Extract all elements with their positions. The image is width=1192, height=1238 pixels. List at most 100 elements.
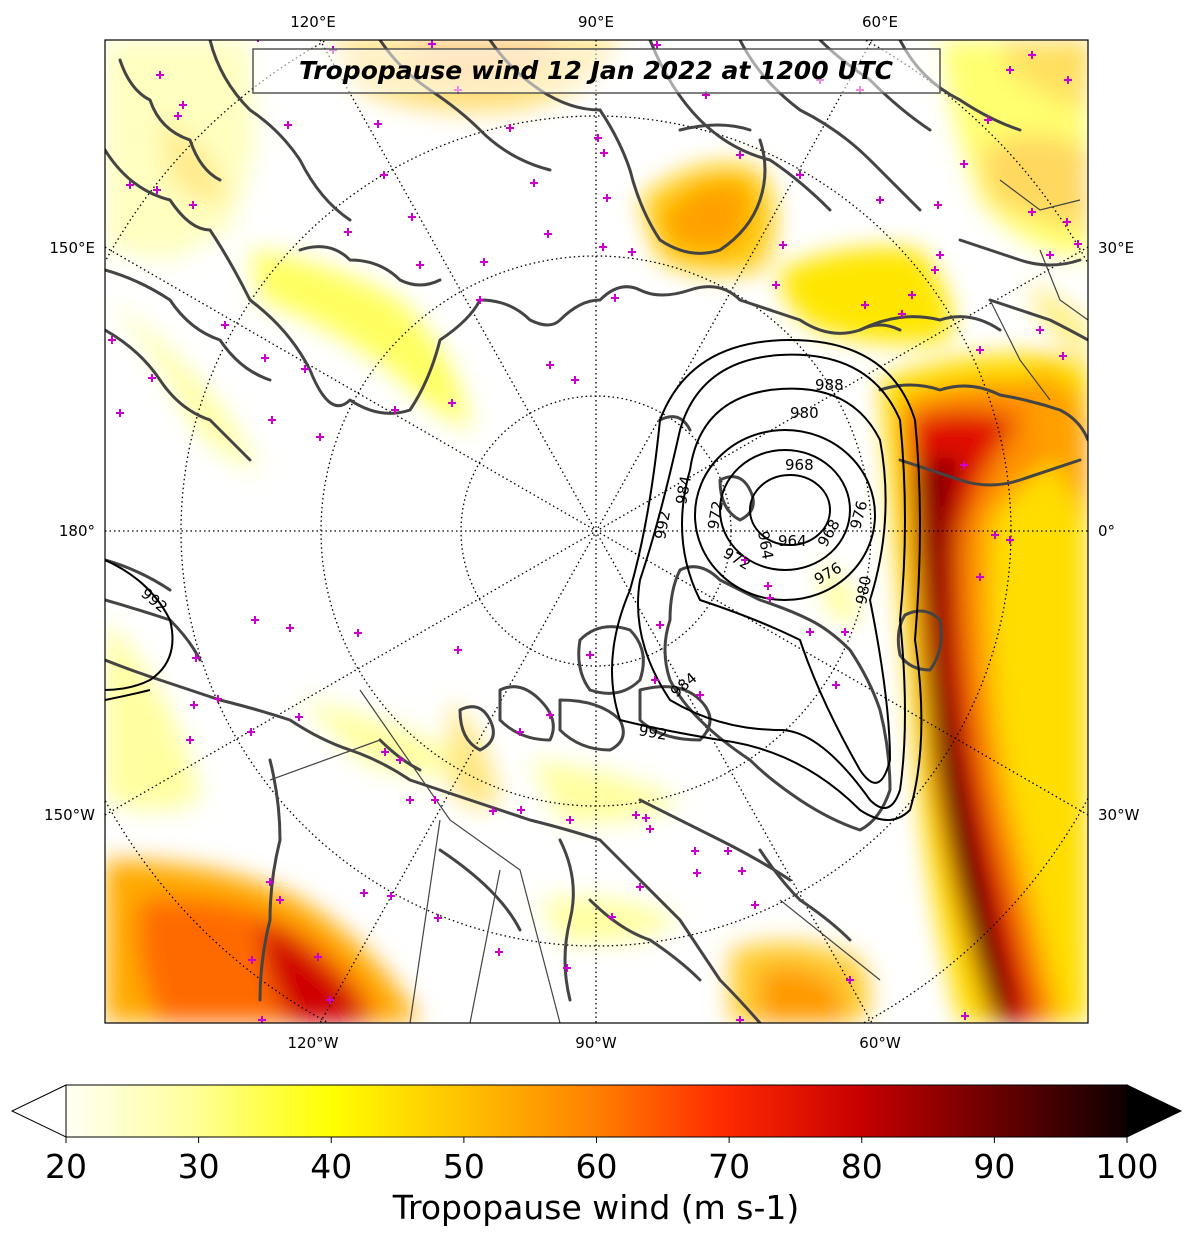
lon-label-top-1: 90°E	[578, 13, 614, 31]
station-marker-icon	[434, 914, 442, 922]
station-marker-icon	[301, 365, 309, 373]
station-marker-icon	[380, 171, 388, 179]
station-marker-icon	[546, 711, 554, 719]
colorbar-tick-label: 80	[841, 1147, 883, 1186]
station-marker-icon	[108, 336, 116, 344]
station-marker-icon	[495, 948, 503, 956]
station-marker-icon	[566, 816, 574, 824]
station-marker-icon	[431, 796, 439, 804]
lon-label-bottom-1: 90°W	[575, 1034, 617, 1052]
station-marker-icon	[603, 194, 611, 202]
station-marker-icon	[506, 124, 514, 132]
station-marker-icon	[276, 896, 284, 904]
colorbar-label: Tropopause wind (m s-1)	[392, 1188, 800, 1227]
station-marker-icon	[796, 171, 804, 179]
colorbar-tick-label: 40	[310, 1147, 352, 1186]
station-marker-icon	[360, 889, 368, 897]
station-marker-icon	[186, 736, 194, 744]
contour-label-968: 968	[785, 456, 814, 474]
station-marker-icon	[586, 651, 594, 659]
station-marker-icon	[189, 201, 197, 209]
station-marker-icon	[1006, 66, 1014, 74]
station-marker-icon	[691, 847, 699, 855]
station-marker-icon	[148, 374, 156, 382]
station-marker-icon	[416, 261, 424, 269]
station-marker-icon	[268, 416, 276, 424]
contour-label-980: 980	[790, 404, 819, 422]
colorbar-tick-label: 20	[45, 1147, 87, 1186]
station-marker-icon	[766, 594, 774, 602]
station-marker-icon	[984, 116, 992, 124]
contour-label-972: 972	[704, 499, 727, 530]
station-marker-icon	[724, 847, 732, 855]
longitude-labels: 120°E 90°E 60°E 120°W 90°W 60°W 150°E 18…	[44, 13, 1140, 1052]
lon-label-left-1: 180°	[59, 522, 95, 540]
contour-label-988: 988	[815, 376, 844, 394]
station-marker-icon	[295, 713, 303, 721]
station-marker-icon	[976, 346, 984, 354]
map-title: Tropopause wind 12 Jan 2022 at 1200 UTC	[299, 56, 894, 85]
station-marker-icon	[876, 196, 884, 204]
map-panel: 988 980 968 964 992 984 972 976 976 980 …	[105, 40, 1088, 1023]
station-marker-icon	[248, 956, 256, 964]
colorbar-tick-label: 50	[443, 1147, 485, 1186]
station-marker-icon	[156, 71, 164, 79]
station-marker-icon	[642, 814, 650, 822]
station-marker-icon	[632, 811, 640, 819]
lon-label-left-2: 150°W	[44, 806, 95, 824]
graticule	[105, 40, 1088, 1023]
coastlines	[105, 40, 1088, 1023]
lon-label-right-2: 30°W	[1098, 806, 1140, 824]
station-marker-icon	[738, 867, 746, 875]
station-marker-icon	[1074, 240, 1082, 248]
station-marker-icon	[611, 294, 619, 302]
station-marker-icon	[934, 201, 942, 209]
station-marker-icon	[247, 728, 255, 736]
station-marker-icon	[653, 41, 661, 49]
station-marker-icon	[1046, 251, 1054, 259]
station-marker-icon	[976, 573, 984, 581]
station-marker-icon	[480, 258, 488, 266]
contour-label-984: 984	[672, 474, 695, 505]
title-box: Tropopause wind 12 Jan 2022 at 1200 UTC	[252, 48, 941, 94]
station-marker-icon	[214, 695, 222, 703]
station-marker-icon	[1036, 326, 1044, 334]
lon-label-top-0: 120°E	[290, 13, 336, 31]
contour-label-964b: 964	[754, 530, 777, 561]
station-marker-icon	[344, 228, 352, 236]
station-marker-icon	[772, 281, 780, 289]
station-marker-icon	[594, 134, 602, 142]
station-marker-icon	[544, 230, 552, 238]
lon-label-right-1: 0°	[1098, 522, 1115, 540]
station-marker-icon	[841, 628, 849, 636]
station-marker-icon	[326, 996, 334, 1004]
station-marker-icon	[1028, 51, 1036, 59]
station-marker-icon	[126, 181, 134, 189]
station-marker-icon	[546, 361, 554, 369]
station-marker-icon	[600, 149, 608, 157]
lon-label-top-2: 60°E	[862, 13, 898, 31]
station-marker-icon	[1059, 352, 1067, 360]
station-marker-icon	[516, 728, 524, 736]
station-marker-icon	[251, 616, 259, 624]
colorbar-tick-label: 90	[973, 1147, 1015, 1186]
station-marker-icon	[991, 531, 999, 539]
station-marker-icon	[1006, 536, 1014, 544]
station-marker-icon	[1063, 218, 1071, 226]
station-marker-icon	[314, 953, 322, 961]
station-marker-icon	[656, 621, 664, 629]
contour-label-964: 964	[778, 532, 807, 550]
station-marker-icon	[696, 691, 704, 699]
station-marker-icon	[284, 121, 292, 129]
station-marker-icon	[646, 825, 654, 833]
station-marker-icon	[693, 869, 701, 877]
station-marker-icon	[179, 101, 187, 109]
station-marker-icon	[221, 321, 229, 329]
colorbar: 20 30 40 50 60 70 80 90 100 Tropopause wind (m s…	[10, 1084, 1183, 1227]
station-marker-icon	[960, 160, 968, 168]
station-marker-icon	[936, 251, 944, 259]
station-marker-icon	[476, 296, 484, 304]
colorbar-tick-label: 70	[708, 1147, 750, 1186]
station-marker-icon	[1064, 76, 1072, 84]
station-marker-icon	[861, 301, 869, 309]
